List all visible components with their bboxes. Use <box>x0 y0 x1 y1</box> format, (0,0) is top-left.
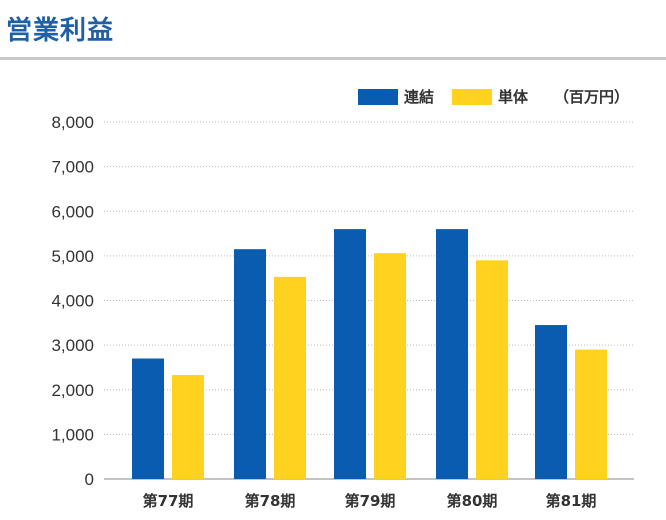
y-tick-label: 1,000 <box>51 425 94 444</box>
unit-label: （百万円） <box>554 88 630 106</box>
y-tick-label: 8,000 <box>51 113 94 132</box>
y-tick-label: 5,000 <box>51 247 94 266</box>
y-tick-label: 7,000 <box>51 158 94 177</box>
legend-item-consolidated: 連結 <box>358 86 434 107</box>
bar-consolidated <box>436 229 468 479</box>
bar-single <box>172 375 204 479</box>
bar-single <box>274 276 306 479</box>
legend-label-consolidated: 連結 <box>404 88 435 106</box>
bar-consolidated <box>234 249 266 479</box>
chart-legend: 連結 単体 （百万円） <box>358 86 629 107</box>
bars-layer <box>132 229 607 479</box>
x-tick-label: 第78期 <box>245 492 296 510</box>
y-tick-label: 4,000 <box>51 292 94 311</box>
x-tick-label: 第81期 <box>546 492 597 510</box>
legend-swatch-consolidated <box>358 88 398 105</box>
title-divider <box>0 57 666 60</box>
bar-single <box>476 260 508 479</box>
bar-single <box>575 349 607 479</box>
y-tick-label: 0 <box>85 470 94 489</box>
x-tick-label: 第77期 <box>143 492 194 510</box>
y-tick-label: 2,000 <box>51 381 94 400</box>
legend-label-single: 単体 <box>498 88 529 106</box>
bar-consolidated <box>334 229 366 479</box>
x-tick-label: 第79期 <box>345 492 396 510</box>
legend-item-single: 単体 <box>452 86 528 107</box>
x-tick-label: 第80期 <box>447 492 498 510</box>
legend-swatch-single <box>452 88 493 105</box>
page-title: 営業利益 <box>6 16 115 46</box>
y-tick-label: 6,000 <box>51 202 94 221</box>
bar-consolidated <box>132 358 164 479</box>
bar-single <box>374 253 406 479</box>
labels-layer: 8,000 7,000 6,000 5,000 4,000 3,000 2,000 1,000… <box>51 113 596 510</box>
y-tick-label: 3,000 <box>51 336 94 355</box>
bar-consolidated <box>535 325 567 479</box>
